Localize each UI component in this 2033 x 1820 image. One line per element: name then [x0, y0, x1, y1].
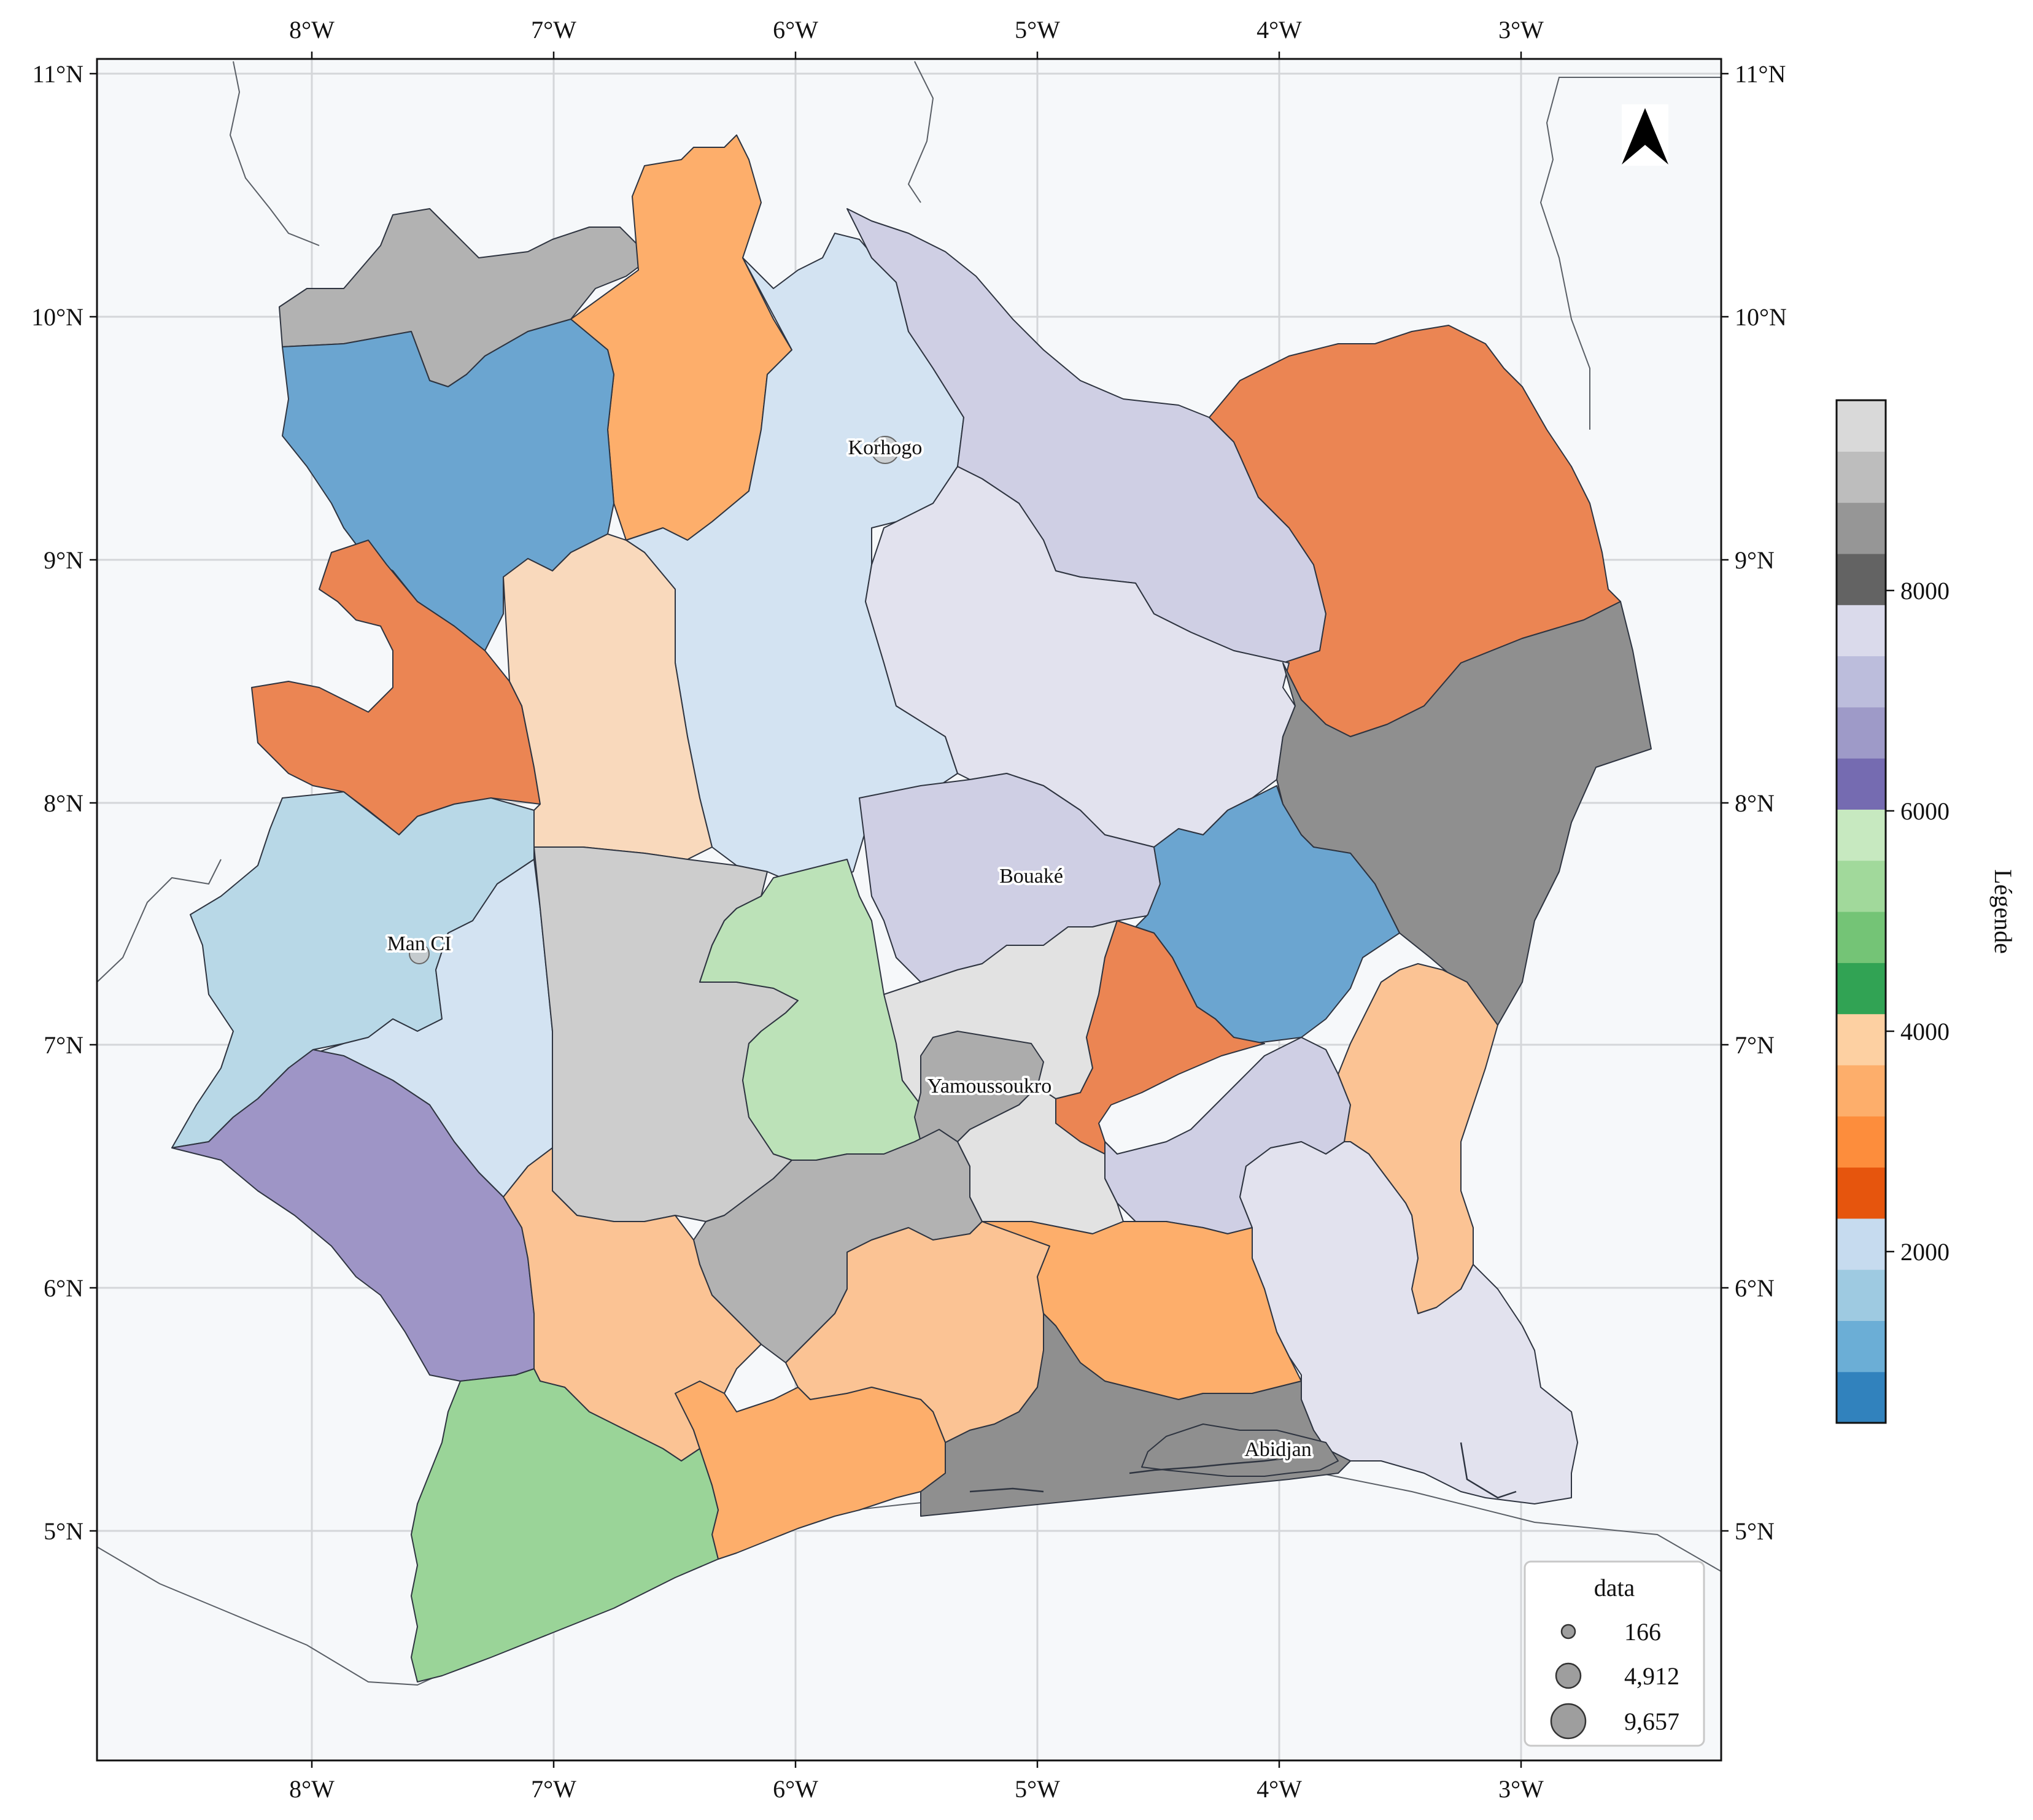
colorbar-segment — [1837, 400, 1886, 452]
lat-tick-label: 9°N — [44, 546, 83, 574]
colorbar-segment — [1837, 1013, 1886, 1066]
region-abidjan — [1141, 1423, 1339, 1477]
city-marker-yamoussoukro[interactable] — [985, 1083, 994, 1092]
lon-tick-label: 6°W — [773, 1775, 818, 1803]
colorbar-segment — [1837, 962, 1886, 1015]
colorbar-segment — [1837, 809, 1886, 861]
colorbar-segment — [1837, 1371, 1886, 1423]
lat-tick-label: 10°N — [31, 303, 83, 331]
city-label-korhogo: Korhogo — [848, 436, 923, 459]
legend-marker-medium — [1555, 1662, 1582, 1689]
lat-tick-label: 6°N — [1735, 1274, 1775, 1302]
colorbar — [1837, 400, 1886, 1423]
colorbar-segment — [1837, 605, 1886, 657]
colorbar-segment — [1837, 707, 1886, 759]
colorbar-segment — [1837, 758, 1886, 810]
legend-title: data — [1594, 1574, 1635, 1601]
legend-label: 4,912 — [1624, 1662, 1679, 1690]
colorbar-tick-label: 8000 — [1900, 577, 1950, 605]
colorbar-tick-marks — [1886, 589, 1894, 1253]
lon-tick-label: 6°W — [773, 16, 818, 44]
legend-label: 166 — [1624, 1618, 1661, 1646]
legend-label: 9,657 — [1624, 1708, 1679, 1735]
colorbar-frame — [1835, 399, 1887, 1424]
lon-tick-label: 7°W — [531, 16, 576, 44]
lat-labels-left: 11°N 10°N 9°N 8°N 7°N 6°N 5°N — [31, 60, 83, 1545]
colorbar-tick-label: 4000 — [1900, 1018, 1950, 1045]
colorbar-tick-label: 6000 — [1900, 797, 1950, 825]
lon-tick-label: 5°W — [1015, 1775, 1060, 1803]
region-worodougou — [503, 533, 713, 860]
lon-labels-bottom: 8°W 7°W 6°W 5°W 4°W 3°W — [289, 1775, 1544, 1803]
north-arrow-icon — [1622, 104, 1668, 166]
lon-tick-label: 5°W — [1015, 16, 1060, 44]
lat-tick-label: 7°N — [44, 1031, 83, 1059]
city-label-bouake: Bouaké — [999, 865, 1063, 888]
colorbar-segment — [1837, 451, 1886, 503]
lat-tick-label: 10°N — [1735, 303, 1787, 331]
lat-tick-label: 5°N — [44, 1517, 83, 1545]
lon-tick-label: 4°W — [1257, 1775, 1302, 1803]
colorbar-segment — [1837, 1167, 1886, 1219]
colorbar-segment — [1837, 1218, 1886, 1270]
lon-labels-top: 8°W 7°W 6°W 5°W 4°W 3°W — [289, 16, 1544, 44]
lon-tick-label: 3°W — [1498, 1775, 1544, 1803]
legend-marker-small — [1560, 1624, 1576, 1640]
tick-marks — [90, 52, 1729, 1768]
colorbar-tick-label: 2000 — [1900, 1238, 1950, 1266]
lat-tick-label: 5°N — [1735, 1517, 1775, 1545]
colorbar-segment — [1837, 502, 1886, 554]
city-marker-man[interactable] — [409, 943, 430, 964]
regions — [171, 134, 1652, 1683]
lon-tick-label: 4°W — [1257, 16, 1302, 44]
map-frame — [96, 58, 1722, 1762]
colorbar-segment — [1837, 1320, 1886, 1373]
size-legend: data 166 4,912 9,657 — [1524, 1560, 1705, 1747]
colorbar-title: Légende — [1989, 869, 2017, 954]
colorbar-segment — [1837, 1269, 1886, 1321]
lat-tick-label: 8°N — [1735, 789, 1775, 817]
lat-tick-label: 8°N — [44, 789, 83, 817]
lat-tick-label: 7°N — [1735, 1031, 1775, 1059]
colorbar-segment — [1837, 1116, 1886, 1168]
lon-tick-label: 8°W — [289, 1775, 335, 1803]
colorbar-segment — [1837, 1064, 1886, 1117]
city-markers — [409, 436, 1283, 1460]
lat-tick-label: 6°N — [44, 1274, 83, 1302]
city-marker-bouake[interactable] — [1027, 875, 1036, 883]
city-label-yamoussoukro: Yamoussoukro — [927, 1075, 1051, 1098]
lon-tick-label: 7°W — [531, 1775, 576, 1803]
lat-tick-label: 9°N — [1735, 546, 1775, 574]
lon-tick-label: 8°W — [289, 16, 335, 44]
city-label-abidjan: Abidjan — [1244, 1438, 1312, 1461]
lat-tick-label: 11°N — [33, 60, 83, 88]
legend-marker-large — [1550, 1703, 1587, 1740]
legend-box — [1524, 1560, 1705, 1747]
lon-tick-label: 3°W — [1498, 16, 1544, 44]
colorbar-segment — [1837, 912, 1886, 963]
colorbar-segment — [1837, 656, 1886, 708]
region-san-pedro — [411, 1368, 719, 1683]
colorbar-segment — [1837, 553, 1886, 605]
coastline — [969, 1442, 1517, 1499]
city-label-man: Man CI — [387, 932, 452, 955]
city-labels: Korhogo Man CI Bouaké Yamoussoukro Abidj… — [385, 434, 1314, 1463]
city-marker-korhogo[interactable] — [871, 436, 899, 464]
lat-tick-label: 11°N — [1735, 60, 1786, 88]
lat-labels-right: 11°N 10°N 9°N 8°N 7°N 6°N 5°N — [1735, 60, 1787, 1545]
city-marker-abidjan[interactable] — [1273, 1450, 1283, 1460]
colorbar-tick-labels: 2000 4000 6000 8000 — [1900, 577, 1950, 1266]
colorbar-segment — [1837, 860, 1886, 912]
